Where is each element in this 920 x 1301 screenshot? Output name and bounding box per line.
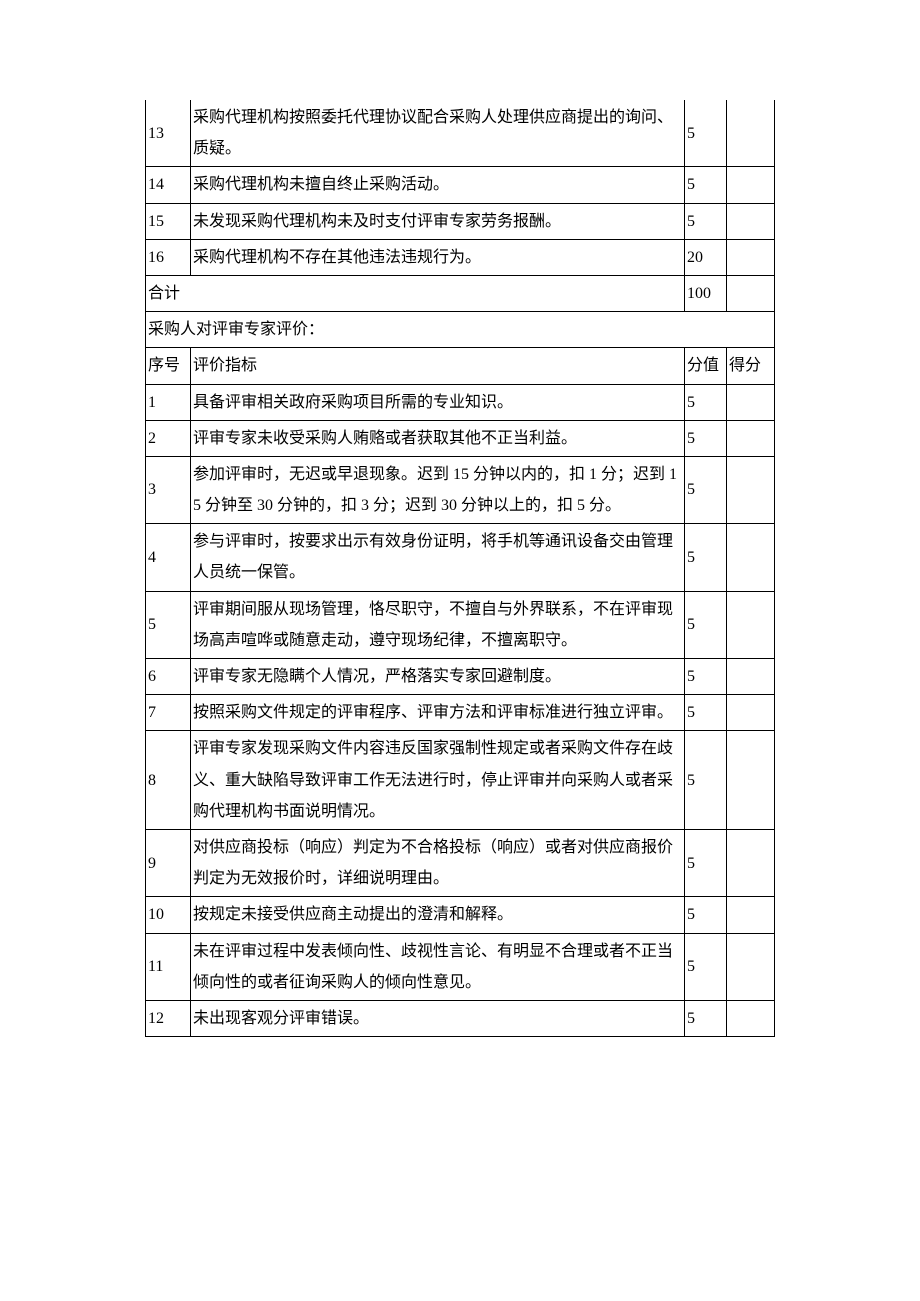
row-description: 按规定未接受供应商主动提出的澄清和解释。	[191, 897, 685, 933]
table-row: 7按照采购文件规定的评审程序、评审方法和评审标准进行独立评审。5	[146, 695, 775, 731]
section-title: 采购人对评审专家评价：	[146, 312, 775, 348]
row-result	[727, 659, 775, 695]
table-row: 15未发现采购代理机构未及时支付评审专家劳务报酬。5	[146, 203, 775, 239]
row-description: 评审专家未收受采购人贿赂或者获取其他不正当利益。	[191, 420, 685, 456]
row-score: 5	[685, 420, 727, 456]
row-number: 1	[146, 384, 191, 420]
row-number: 6	[146, 659, 191, 695]
row-description: 对供应商投标（响应）判定为不合格投标（响应）或者对供应商报价判定为无效报价时，详…	[191, 829, 685, 896]
row-number: 5	[146, 591, 191, 658]
row-result	[727, 524, 775, 591]
row-description: 参加评审时，无迟或早退现象。迟到 15 分钟以内的，扣 1 分；迟到 15 分钟…	[191, 456, 685, 523]
row-result	[727, 933, 775, 1000]
row-score: 5	[685, 167, 727, 203]
table-row: 14采购代理机构未擅自终止采购活动。5	[146, 167, 775, 203]
row-result	[727, 456, 775, 523]
row-description: 按照采购文件规定的评审程序、评审方法和评审标准进行独立评审。	[191, 695, 685, 731]
row-description: 具备评审相关政府采购项目所需的专业知识。	[191, 384, 685, 420]
row-result	[727, 384, 775, 420]
row-score: 5	[685, 829, 727, 896]
row-score: 5	[685, 203, 727, 239]
row-score: 5	[685, 591, 727, 658]
table-row: 4参与评审时，按要求出示有效身份证明，将手机等通讯设备交由管理人员统一保管。5	[146, 524, 775, 591]
table-row: 11未在评审过程中发表倾向性、歧视性言论、有明显不合理或者不正当倾向性的或者征询…	[146, 933, 775, 1000]
table-row: 2评审专家未收受采购人贿赂或者获取其他不正当利益。5	[146, 420, 775, 456]
row-number: 16	[146, 239, 191, 275]
row-score: 5	[685, 659, 727, 695]
row-score: 5	[685, 897, 727, 933]
row-description: 未在评审过程中发表倾向性、歧视性言论、有明显不合理或者不正当倾向性的或者征询采购…	[191, 933, 685, 1000]
row-number: 14	[146, 167, 191, 203]
header-description: 评价指标	[191, 348, 685, 384]
row-description: 采购代理机构未擅自终止采购活动。	[191, 167, 685, 203]
row-number: 2	[146, 420, 191, 456]
table-row: 10按规定未接受供应商主动提出的澄清和解释。5	[146, 897, 775, 933]
row-number: 15	[146, 203, 191, 239]
row-result	[727, 239, 775, 275]
total-result	[727, 275, 775, 311]
table-row: 1具备评审相关政府采购项目所需的专业知识。5	[146, 384, 775, 420]
row-result	[727, 100, 775, 167]
row-score: 5	[685, 695, 727, 731]
row-number: 7	[146, 695, 191, 731]
row-number: 8	[146, 731, 191, 830]
header-number: 序号	[146, 348, 191, 384]
row-description: 评审专家发现采购文件内容违反国家强制性规定或者采购文件存在歧义、重大缺陷导致评审…	[191, 731, 685, 830]
table-row: 13采购代理机构按照委托代理协议配合采购人处理供应商提出的询问、质疑。5	[146, 100, 775, 167]
total-row: 合计100	[146, 275, 775, 311]
row-description: 采购代理机构按照委托代理协议配合采购人处理供应商提出的询问、质疑。	[191, 100, 685, 167]
row-number: 11	[146, 933, 191, 1000]
table-row: 9对供应商投标（响应）判定为不合格投标（响应）或者对供应商报价判定为无效报价时，…	[146, 829, 775, 896]
row-score: 5	[685, 1000, 727, 1036]
row-result	[727, 731, 775, 830]
row-number: 4	[146, 524, 191, 591]
row-number: 12	[146, 1000, 191, 1036]
row-number: 3	[146, 456, 191, 523]
row-number: 10	[146, 897, 191, 933]
row-score: 5	[685, 384, 727, 420]
table-row: 3参加评审时，无迟或早退现象。迟到 15 分钟以内的，扣 1 分；迟到 15 分…	[146, 456, 775, 523]
header-result: 得分	[727, 348, 775, 384]
table-row: 8评审专家发现采购文件内容违反国家强制性规定或者采购文件存在歧义、重大缺陷导致评…	[146, 731, 775, 830]
row-result	[727, 167, 775, 203]
row-description: 评审期间服从现场管理，恪尽职守，不擅自与外界联系，不在评审现场高声喧哗或随意走动…	[191, 591, 685, 658]
row-description: 未出现客观分评审错误。	[191, 1000, 685, 1036]
row-result	[727, 897, 775, 933]
row-result	[727, 420, 775, 456]
header-score: 分值	[685, 348, 727, 384]
table-row: 5评审期间服从现场管理，恪尽职守，不擅自与外界联系，不在评审现场高声喧哗或随意走…	[146, 591, 775, 658]
row-description: 未发现采购代理机构未及时支付评审专家劳务报酬。	[191, 203, 685, 239]
row-score: 5	[685, 456, 727, 523]
row-result	[727, 591, 775, 658]
row-result	[727, 1000, 775, 1036]
header-row: 序号评价指标分值得分	[146, 348, 775, 384]
row-score: 5	[685, 933, 727, 1000]
row-number: 9	[146, 829, 191, 896]
row-result	[727, 695, 775, 731]
row-score: 5	[685, 731, 727, 830]
row-result	[727, 203, 775, 239]
row-description: 评审专家无隐瞒个人情况，严格落实专家回避制度。	[191, 659, 685, 695]
total-score: 100	[685, 275, 727, 311]
row-score: 5	[685, 100, 727, 167]
row-number: 13	[146, 100, 191, 167]
row-score: 20	[685, 239, 727, 275]
row-score: 5	[685, 524, 727, 591]
evaluation-table: 13采购代理机构按照委托代理协议配合采购人处理供应商提出的询问、质疑。514采购…	[145, 100, 775, 1037]
row-description: 采购代理机构不存在其他违法违规行为。	[191, 239, 685, 275]
row-description: 参与评审时，按要求出示有效身份证明，将手机等通讯设备交由管理人员统一保管。	[191, 524, 685, 591]
table-row: 12未出现客观分评审错误。5	[146, 1000, 775, 1036]
row-result	[727, 829, 775, 896]
table-row: 6评审专家无隐瞒个人情况，严格落实专家回避制度。5	[146, 659, 775, 695]
total-label: 合计	[146, 275, 685, 311]
table-row: 16采购代理机构不存在其他违法违规行为。20	[146, 239, 775, 275]
section-title-row: 采购人对评审专家评价：	[146, 312, 775, 348]
